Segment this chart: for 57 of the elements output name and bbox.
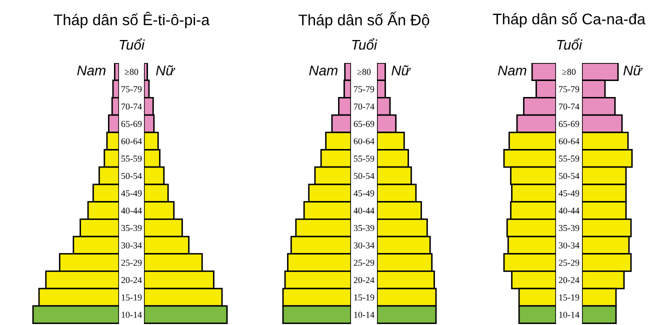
y-tick-label: 65-69 <box>558 120 580 127</box>
y-tick-label: 45-49 <box>558 190 580 196</box>
y-tick-label: 65-69 <box>354 120 374 127</box>
y-tick-label: 60-64 <box>558 138 580 144</box>
y-tick-label: 20-24 <box>558 277 580 284</box>
y-tick-label: 25-29 <box>121 260 142 266</box>
y-tick-label: 40-44 <box>558 208 580 214</box>
y-tick-label: 30-34 <box>558 242 580 248</box>
y-tick-label: ≥80 <box>357 68 371 75</box>
y-tick-label: 75-79 <box>354 86 374 92</box>
y-tick-label: 70-74 <box>559 104 580 110</box>
y-tick-label: ≥80 <box>124 68 138 75</box>
y-tick-label: 45-49 <box>121 190 142 196</box>
y-tick-label: 20-24 <box>121 277 142 284</box>
y-tick-label: ≥80 <box>562 68 576 75</box>
y-tick-label: 30-34 <box>121 242 142 248</box>
y-tick-label: 50-54 <box>121 172 142 180</box>
y-tick-label: 70-74 <box>122 104 142 110</box>
y-tick-label: 30-34 <box>354 242 374 248</box>
y-tick-label: 15-19 <box>354 294 374 300</box>
y-tick-label: 15-19 <box>559 294 580 300</box>
series-label: Nữ <box>392 65 411 76</box>
y-tick-label: 70-74 <box>354 104 374 110</box>
y-tick-label: 20-24 <box>354 277 374 284</box>
y-tick-label: 10-14 <box>354 312 374 318</box>
y-tick-label: 75-79 <box>122 86 142 92</box>
y-tick-label: 25-29 <box>558 260 580 266</box>
y-tick-label: 40-44 <box>354 208 374 214</box>
y-tick-label: 35-39 <box>121 224 142 232</box>
y-tick-label: 50-54 <box>354 172 374 180</box>
y-tick-label: 50-54 <box>558 172 580 180</box>
series-label: Nam <box>498 66 526 76</box>
y-tick-label: 60-64 <box>354 138 374 144</box>
y-tick-label: 60-64 <box>121 138 142 144</box>
y-tick-label: 15-19 <box>122 294 142 300</box>
series-label: Nữ <box>156 65 176 76</box>
y-tick-label: 55-59 <box>121 156 142 162</box>
chart-title: Tháp dân số Ấn Độ <box>298 12 430 28</box>
y-tick-label: 10-14 <box>559 312 580 318</box>
chart-title: Tháp dân số Ê-ti-ô-pi-a <box>54 12 210 28</box>
y-tick-label: 55-59 <box>558 156 580 162</box>
y-tick-label: 10-14 <box>122 312 142 318</box>
series-label: Nam <box>77 66 106 76</box>
y-tick-label: 40-44 <box>121 208 142 214</box>
y-axis-title: Tuổi <box>557 38 582 50</box>
y-tick-label: 25-29 <box>354 260 374 266</box>
series-label: Nam <box>309 66 338 76</box>
y-tick-label: 55-59 <box>354 156 374 162</box>
y-tick-label: 45-49 <box>354 190 374 196</box>
y-tick-label: 75-79 <box>559 86 580 92</box>
y-axis-title: Tuổi <box>120 38 145 50</box>
y-axis-title: Tuổi <box>352 38 378 50</box>
series-label: Nữ <box>623 65 643 76</box>
y-tick-label: 35-39 <box>558 224 580 232</box>
y-tick-label: 65-69 <box>121 120 142 127</box>
chart-title: Tháp dân số Ca-na-đa <box>492 12 646 28</box>
y-tick-label: 35-39 <box>354 224 374 232</box>
